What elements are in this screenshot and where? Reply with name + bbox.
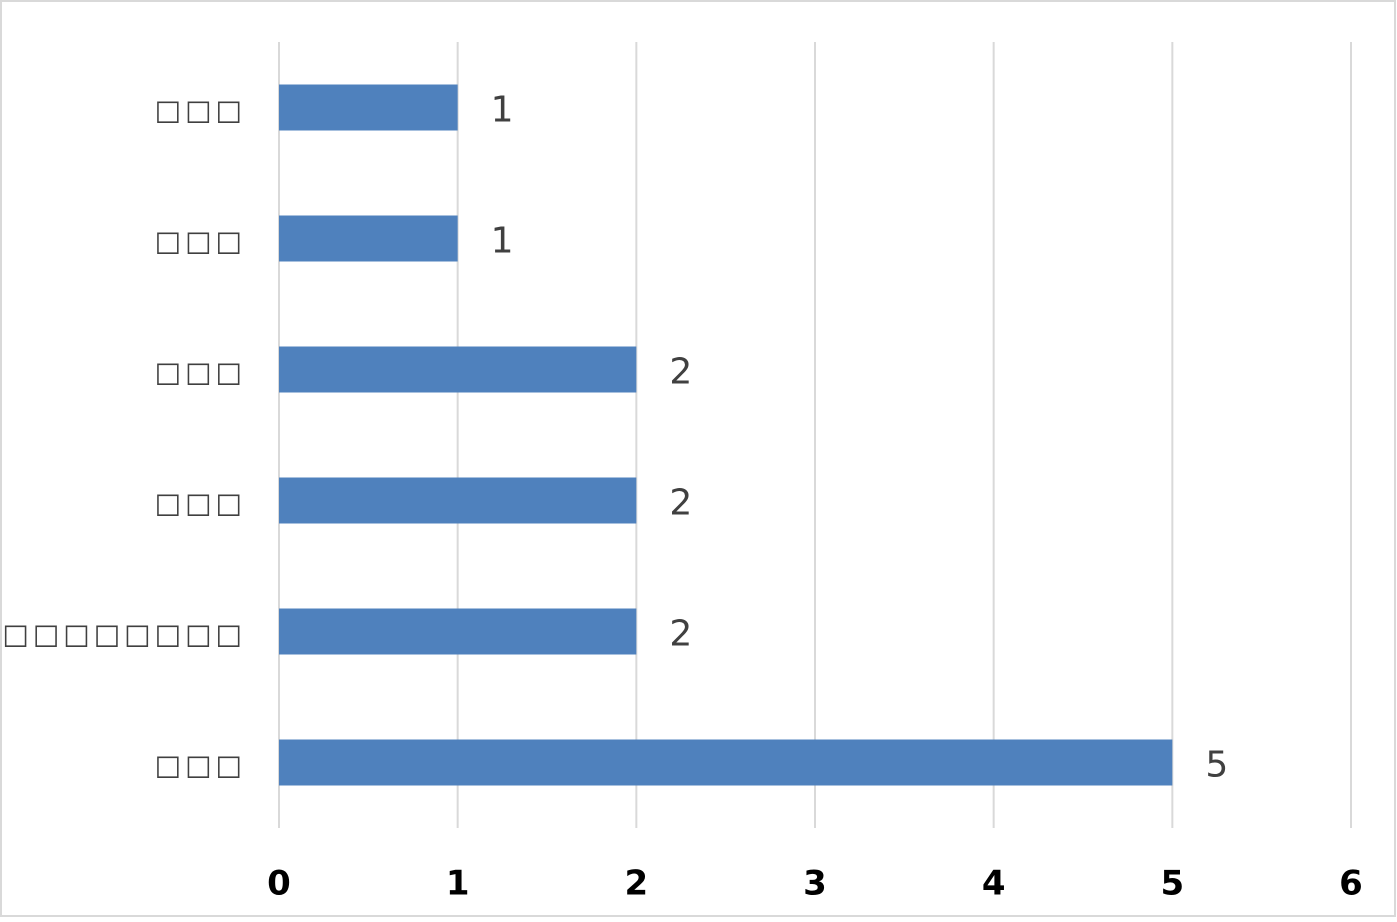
y-tick-label: □□□ (155, 487, 246, 520)
bar (279, 84, 458, 131)
x-tick-label: 3 (803, 864, 827, 904)
x-tick-label: 4 (982, 864, 1006, 904)
x-tick-label: 1 (446, 864, 470, 904)
x-tick-label: 6 (1339, 864, 1363, 904)
data-label: 2 (669, 614, 692, 655)
data-label: 1 (491, 221, 514, 262)
bar (279, 346, 637, 393)
bar (279, 739, 1173, 786)
y-tick-label: □□□ (155, 225, 246, 258)
y-tick-label: □□□ (155, 94, 246, 127)
data-label: 5 (1205, 745, 1228, 786)
data-label: 1 (491, 90, 514, 131)
y-tick-label: □□□ (155, 749, 246, 782)
bar (279, 477, 637, 524)
y-tick-label: □□□ (155, 356, 246, 389)
x-tick-label: 2 (624, 864, 648, 904)
y-tick-label: □□□□□□□□ (2, 618, 246, 651)
x-tick-label: 0 (267, 864, 291, 904)
bar (279, 608, 637, 655)
x-tick-label: 5 (1160, 864, 1184, 904)
data-label: 2 (669, 483, 692, 524)
data-label: 2 (669, 352, 692, 393)
bar (279, 215, 458, 262)
